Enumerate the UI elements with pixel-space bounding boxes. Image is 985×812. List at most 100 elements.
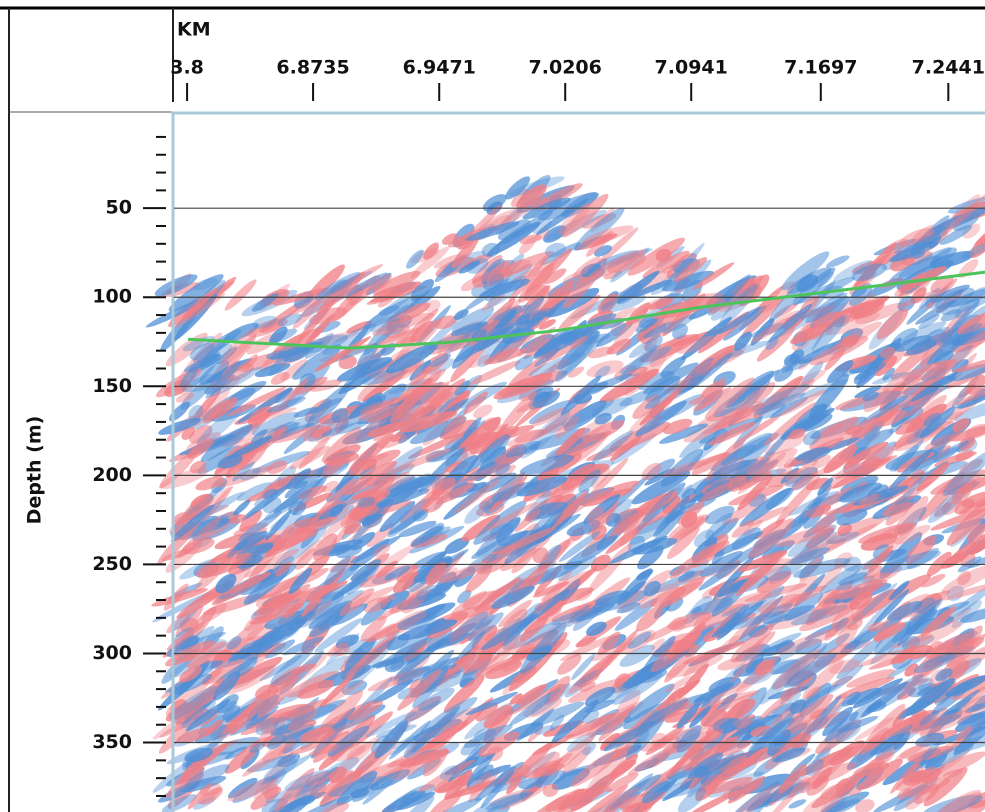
seismic-wavelet <box>773 649 821 690</box>
seismic-wavelet <box>528 399 573 425</box>
seismic-wavelet <box>417 687 455 711</box>
seismic-wavelet <box>920 573 946 588</box>
seismic-wavelet <box>897 296 916 312</box>
seismic-wavelet <box>409 360 432 381</box>
seismic-wavelet <box>586 230 614 257</box>
seismic-wavelet <box>771 665 801 690</box>
seismic-wavelet <box>666 259 712 301</box>
seismic-wavelet <box>235 530 268 550</box>
seismic-wavelet <box>780 575 818 606</box>
seismic-wavelet <box>181 288 217 321</box>
seismic-wavelet <box>803 430 821 446</box>
seismic-wavelet <box>200 787 223 805</box>
seismic-wavelet <box>411 706 461 753</box>
seismic-wavelet <box>179 665 203 683</box>
seismic-wavelet <box>789 369 826 390</box>
seismic-wavelet <box>605 513 621 527</box>
seismic-wavelet <box>683 728 724 760</box>
seismic-wavelet <box>500 786 547 810</box>
seismic-wavelet <box>643 581 661 597</box>
seismic-wavelet <box>783 353 800 367</box>
seismic-wavelet <box>191 388 222 423</box>
seismic-wavelet <box>812 454 831 469</box>
seismic-wavelet <box>497 211 553 247</box>
seismic-wavelet <box>830 306 867 325</box>
seismic-wavelet <box>363 294 423 330</box>
seismic-wavelet <box>718 306 762 335</box>
seismic-wavelet <box>951 486 972 505</box>
seismic-wavelet <box>537 397 592 438</box>
seismic-wavelet <box>955 392 985 409</box>
seismic-wavelet <box>326 452 359 467</box>
seismic-wavelet <box>666 654 724 678</box>
seismic-wavelet <box>846 669 895 688</box>
seismic-wavelet <box>192 518 240 542</box>
seismic-wavelet <box>166 621 206 651</box>
seismic-wavelet <box>509 688 561 726</box>
seismic-wavelet <box>266 460 288 474</box>
seismic-wavelet <box>659 375 693 411</box>
seismic-wavelet <box>548 358 570 373</box>
seismic-wavelet <box>811 484 832 508</box>
seismic-wavelet <box>851 287 867 298</box>
seismic-wavelet <box>616 689 641 717</box>
seismic-wavelet <box>852 595 897 646</box>
seismic-wavelet <box>274 768 315 812</box>
seismic-wavelet <box>682 641 746 665</box>
seismic-wavelet <box>404 696 442 722</box>
seismic-wavelet <box>381 790 426 812</box>
seismic-wavelet <box>527 725 544 743</box>
seismic-wavelet <box>573 207 625 251</box>
x-tick-label: 3.8 <box>170 57 204 79</box>
seismic-wavelet <box>892 414 933 451</box>
seismic-wavelet <box>755 718 795 741</box>
seismic-wavelet <box>558 202 591 235</box>
seismic-wavelet <box>238 510 282 541</box>
seismic-wavelet <box>480 770 514 809</box>
seismic-wavelet <box>753 392 806 416</box>
seismic-wavelet <box>309 379 342 392</box>
seismic-wavelet <box>262 497 282 514</box>
seismic-wavelet <box>861 681 908 718</box>
seismic-wavelet <box>434 315 457 330</box>
seismic-wavelet <box>951 681 974 697</box>
seismic-wavelet <box>514 508 541 532</box>
seismic-wavelet <box>350 788 370 799</box>
seismic-wavelet <box>619 344 658 382</box>
seismic-wavelet <box>808 373 849 420</box>
seismic-wavelet <box>838 572 868 586</box>
seismic-wavelet <box>187 438 214 460</box>
seismic-wavelet <box>494 251 555 278</box>
seismic-wavelet <box>786 515 811 529</box>
seismic-wavelet <box>317 690 364 735</box>
seismic-wavelet <box>173 294 218 341</box>
seismic-wavelet <box>787 776 811 798</box>
seismic-wavelet <box>473 651 533 678</box>
seismic-wavelet <box>924 432 961 451</box>
seismic-wavelet <box>256 674 300 719</box>
x-tick-label: 6.8735 <box>276 57 349 79</box>
seismic-wavelet <box>835 579 888 600</box>
seismic-wavelet <box>298 436 330 470</box>
seismic-wavelet <box>907 745 954 762</box>
seismic-wavelet <box>439 765 459 780</box>
seismic-wavelet <box>340 347 387 392</box>
seismic-wavelet <box>497 219 531 241</box>
seismic-wavelet <box>288 567 313 595</box>
seismic-wavelet <box>220 328 258 366</box>
seismic-wavelet <box>784 592 823 621</box>
seismic-wavelet <box>951 354 985 373</box>
seismic-wavelet <box>477 340 504 368</box>
seismic-wavelet <box>235 555 263 569</box>
seismic-wavelet <box>918 287 940 310</box>
seismic-wavelet <box>479 278 531 298</box>
seismic-wavelet <box>901 321 947 343</box>
seismic-wavelet <box>299 334 349 354</box>
seismic-wavelet <box>241 482 292 521</box>
seismic-wavelet <box>209 397 238 420</box>
seismic-wavelet <box>166 636 200 658</box>
seismic-wavelet <box>834 676 895 700</box>
seismic-wavelet <box>825 612 865 638</box>
seismic-wavelet <box>486 275 527 308</box>
seismic-wavelet <box>582 373 633 394</box>
